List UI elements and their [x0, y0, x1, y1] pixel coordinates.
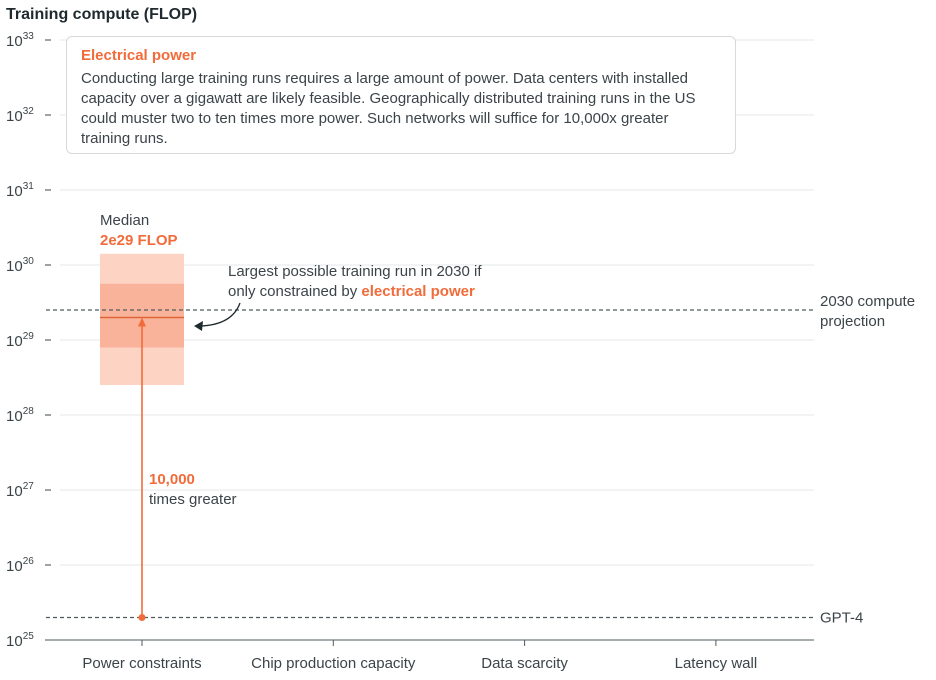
x-tick-label-3: Latency wall [675, 655, 758, 672]
curved-arrow-head [194, 321, 203, 331]
callout-body: Conducting large training runs requires … [81, 70, 696, 147]
arrow-text-label: times greater [149, 491, 237, 508]
curved-arrow [199, 302, 241, 327]
y-tick-base: 10 [6, 258, 23, 275]
y-tick-label-1e25: 1025 [6, 631, 34, 650]
x-tick-label-0: Power constraints [82, 655, 201, 672]
y-tick-exponent: 27 [23, 481, 35, 492]
curved-annotation-accent: electrical power [361, 283, 475, 300]
y-tick-exponent: 26 [23, 556, 35, 567]
y-tick-base: 10 [6, 33, 23, 50]
y-tick-label-1e33: 1033 [6, 31, 34, 50]
reference-label-0-line2: projection [820, 313, 885, 330]
y-tick-label-1e28: 1028 [6, 406, 34, 425]
y-tick-label-1e27: 1027 [6, 481, 34, 500]
curved-annotation-line1: Largest possible training run in 2030 if [228, 263, 482, 280]
y-tick-exponent: 29 [23, 331, 35, 342]
y-tick-base: 10 [6, 333, 23, 350]
annotations: Median 2e29 FLOP 10,000 times greater La… [100, 212, 482, 508]
y-tick-exponent: 33 [23, 31, 35, 42]
x-tick-label-1: Chip production capacity [251, 655, 416, 672]
y-tick-exponent: 28 [23, 406, 35, 417]
median-label: Median [100, 212, 149, 229]
curved-annotation-line2: only constrained by electrical power [228, 283, 475, 300]
y-tick-exponent: 31 [23, 181, 35, 192]
reference-label-1: GPT-4 [820, 610, 863, 627]
y-tick-base: 10 [6, 408, 23, 425]
y-tick-exponent: 32 [23, 106, 35, 117]
y-tick-label-1e29: 1029 [6, 331, 34, 350]
y-tick-base: 10 [6, 633, 23, 650]
reference-lines: 2030 compute projection GPT-4 [46, 293, 915, 627]
y-tick-exponent: 30 [23, 256, 35, 267]
x-tick-label-2: Data scarcity [481, 655, 568, 672]
reference-label-0: 2030 compute [820, 293, 915, 310]
y-tick-exponent: 25 [23, 631, 35, 642]
growth-arrow-head [138, 317, 146, 327]
y-tick-label-1e30: 1030 [6, 256, 34, 275]
callout-box: Electrical power Conducting large traini… [66, 36, 736, 154]
y-tick-base: 10 [6, 558, 23, 575]
curved-annotation-prefix: only constrained by [228, 283, 361, 300]
x-axis: Power constraints Chip production capacit… [46, 639, 814, 672]
y-tick-label-1e32: 1032 [6, 106, 34, 125]
y-tick-base: 10 [6, 483, 23, 500]
y-tick-label-1e31: 1031 [6, 181, 34, 200]
callout-title: Electrical power [81, 47, 197, 64]
range-bands [100, 253, 184, 385]
y-tick-base: 10 [6, 183, 23, 200]
median-value-label: 2e29 FLOP [100, 232, 178, 249]
arrow-value-label: 10,000 [149, 471, 195, 488]
y-tick-base: 10 [6, 108, 23, 125]
y-axis-title: Training compute (FLOP) [6, 6, 197, 23]
y-tick-label-1e26: 1026 [6, 556, 34, 575]
gpt4-point [138, 614, 146, 621]
